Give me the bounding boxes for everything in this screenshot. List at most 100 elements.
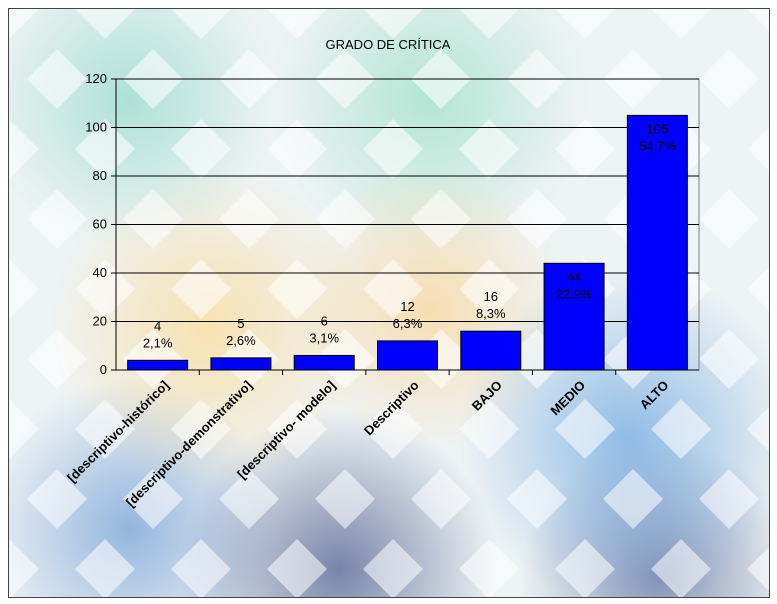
background-diamond [747, 127, 769, 171]
bar [293, 354, 355, 371]
bar-percent-label: 8,3% [476, 306, 506, 321]
y-tick-label: 0 [100, 362, 107, 377]
background-diamond [363, 399, 423, 459]
y-tick-label: 80 [93, 168, 107, 183]
background-diamond [267, 9, 327, 39]
background-diamond [651, 399, 711, 459]
background-diamond [363, 9, 423, 39]
background-diamond [507, 469, 567, 529]
y-axis: 0 20 40 60 80 100 120 [85, 71, 117, 377]
background-diamond [315, 469, 375, 529]
background-diamond [9, 399, 39, 459]
x-category-label: MEDIO [547, 378, 588, 419]
bar [460, 330, 522, 371]
background-diamond [171, 119, 231, 179]
background-diamond [507, 189, 567, 249]
background-diamond [651, 539, 711, 597]
background-diamond [171, 9, 231, 39]
x-category-label: BAJO [469, 378, 505, 414]
bar-percent-label: 2,1% [143, 335, 173, 350]
data-labels: 4 2,1% 5 2,6% 6 3,1% 12 6,3% 16 8,3% 44 22,9% 105 54,… [143, 121, 676, 350]
background-diamond [747, 547, 769, 591]
background-diamond [171, 539, 231, 597]
background-diamond [27, 329, 87, 389]
background-diamond [27, 189, 87, 249]
background-diamond [459, 119, 519, 179]
background-diamond [75, 399, 135, 459]
background-diamond [27, 49, 87, 109]
background-diamond [75, 539, 135, 597]
bar-value-label: 44 [567, 269, 581, 284]
background-diamond [9, 9, 39, 39]
background-diamond [651, 9, 711, 39]
background-diamond [219, 469, 279, 529]
background-diamond [27, 469, 87, 529]
background-diamond [219, 189, 279, 249]
background-diamond [75, 259, 135, 319]
bar [127, 359, 189, 371]
background-diamond [555, 399, 615, 459]
bar-percent-label: 2,6% [226, 333, 256, 348]
background-diamond [459, 9, 519, 39]
background-diamond [9, 119, 39, 179]
background-diamond [459, 539, 519, 597]
y-tick-label: 60 [93, 217, 107, 232]
background-diamond [747, 267, 769, 311]
chart-frame: GRADO DE CRÍTICA 0 20 40 60 80 100 120 4 2,1% 5 2… [8, 8, 770, 598]
bar-percent-label: 54,7% [639, 138, 676, 153]
y-tick-label: 20 [93, 314, 107, 329]
bar [377, 340, 438, 371]
y-tick-label: 40 [93, 265, 107, 280]
background-diamond [363, 259, 423, 319]
bar [626, 114, 688, 371]
background-diamond [555, 539, 615, 597]
bar-value-label: 5 [237, 316, 244, 331]
bar-percent-label: 22,9% [556, 286, 593, 301]
x-category-label: ALTO [637, 378, 672, 413]
background-diamond [123, 329, 183, 389]
bar-value-label: 4 [154, 318, 161, 333]
background-diamond [75, 9, 135, 39]
bar-value-label: 105 [647, 121, 669, 136]
background-diamond [267, 399, 327, 459]
background-diamond [699, 469, 759, 529]
background-diamond [267, 119, 327, 179]
background-diamond [747, 9, 769, 31]
background-diamond [363, 539, 423, 597]
background-diamond [411, 189, 471, 249]
bar [210, 357, 272, 371]
background-diamond [267, 539, 327, 597]
background-diamond [699, 49, 759, 109]
chart-title: GRADO DE CRÍTICA [326, 37, 451, 52]
bar-value-label: 12 [400, 299, 414, 314]
background-diamond [411, 469, 471, 529]
background-diamond [9, 259, 39, 319]
background-diamond [315, 189, 375, 249]
background-diamond [75, 119, 135, 179]
background-diamond [267, 259, 327, 319]
background-diamond [699, 189, 759, 249]
background-diamond [171, 259, 231, 319]
background-diamond [363, 119, 423, 179]
background-diamond [747, 407, 769, 451]
bar-percent-label: 3,1% [309, 330, 339, 345]
background-diamond [603, 469, 663, 529]
background-diamond [123, 189, 183, 249]
background-diamond [555, 119, 615, 179]
background-diamond [555, 9, 615, 39]
y-tick-label: 120 [85, 71, 107, 86]
bar-chart: GRADO DE CRÍTICA 0 20 40 60 80 100 120 4 2,1% 5 2… [64, 37, 700, 510]
bar-value-label: 6 [321, 313, 328, 328]
bar-value-label: 16 [484, 289, 498, 304]
background-diamond [171, 399, 231, 459]
background-diamond [699, 329, 759, 389]
background-diamond [459, 399, 519, 459]
background-diamond [459, 259, 519, 319]
x-axis: [descriptivo-histórico][descriptivo-demo… [64, 369, 699, 510]
bars [127, 114, 688, 371]
bar-percent-label: 6,3% [393, 316, 423, 331]
background-diamond [9, 539, 39, 597]
background-diamond [123, 469, 183, 529]
y-tick-label: 100 [85, 120, 107, 135]
x-category-label: Descriptivo [361, 377, 422, 438]
